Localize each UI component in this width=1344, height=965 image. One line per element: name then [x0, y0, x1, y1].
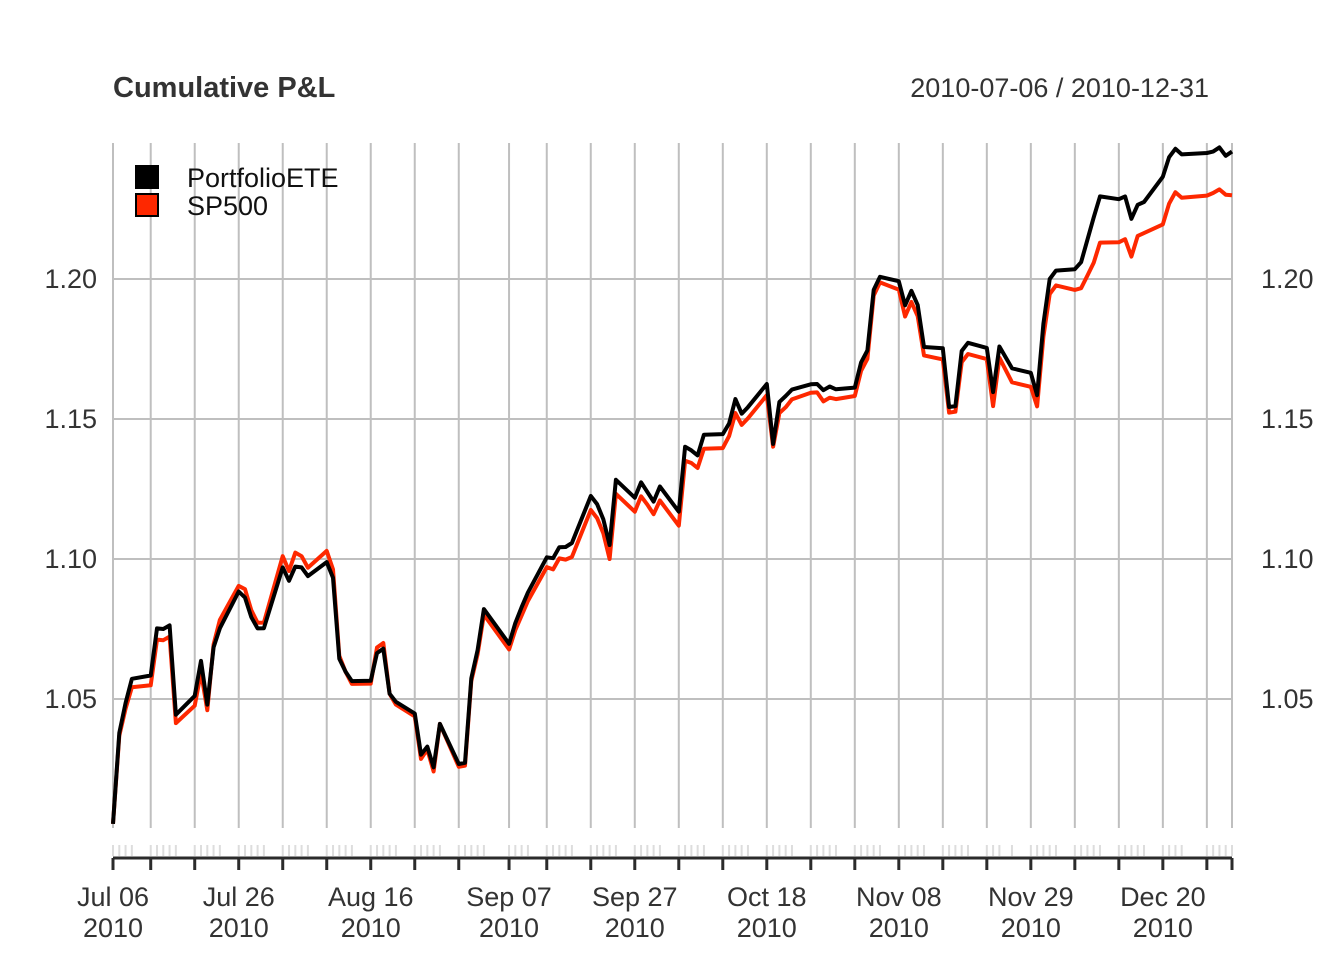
x-axis-label-year: 2010	[209, 913, 269, 943]
date-range-label: 2010-07-06 / 2010-12-31	[910, 73, 1209, 103]
y-axis-label-right: 1.15	[1261, 404, 1314, 434]
x-axis-major-ticks	[111, 858, 1234, 870]
y-axis-labels-left: 1.05 1.10 1.15 1.20	[44, 264, 97, 714]
x-axis-label: Aug 16	[328, 882, 414, 912]
legend-item-sp500: SP500	[135, 191, 268, 221]
x-axis-label: Jul 06	[77, 882, 149, 912]
legend-label-portfolioete: PortfolioETE	[187, 163, 339, 193]
legend-item-portfolioete: PortfolioETE	[135, 163, 339, 193]
x-axis-label-year: 2010	[479, 913, 539, 943]
x-axis-label: Nov 29	[988, 882, 1074, 912]
x-axis-label-year: 2010	[869, 913, 929, 943]
x-axis-label: Sep 07	[466, 882, 552, 912]
y-axis-label-right: 1.20	[1261, 264, 1314, 294]
x-axis-label: Nov 08	[856, 882, 942, 912]
legend-swatch-portfolioete-icon	[135, 165, 159, 189]
legend: PortfolioETE SP500	[135, 163, 339, 221]
y-axis-label-left: 1.05	[44, 684, 97, 714]
x-axis-label-year: 2010	[341, 913, 401, 943]
x-axis-label: Jul 26	[203, 882, 275, 912]
x-axis-label: Oct 18	[727, 882, 807, 912]
series-portfolioete-line	[111, 145, 1234, 825]
x-axis-minor-ticks	[112, 845, 1233, 856]
x-axis-label-year: 2010	[83, 913, 143, 943]
y-axis-label-right: 1.10	[1261, 544, 1314, 574]
x-axis-label-year: 2010	[1133, 913, 1193, 943]
legend-swatch-sp500-icon	[135, 193, 159, 217]
x-axis-label: Sep 27	[592, 882, 678, 912]
y-axis-label-left: 1.20	[44, 264, 97, 294]
y-axis-label-right: 1.05	[1261, 684, 1314, 714]
vertical-gridlines	[112, 143, 1233, 828]
y-axis-label-left: 1.15	[44, 404, 97, 434]
horizontal-gridlines	[113, 278, 1232, 700]
x-axis-label-year: 2010	[1001, 913, 1061, 943]
y-axis-label-left: 1.10	[44, 544, 97, 574]
x-axis-label: Dec 20	[1120, 882, 1206, 912]
x-axis-label-year: 2010	[605, 913, 665, 943]
x-axis-label-year: 2010	[737, 913, 797, 943]
legend-label-sp500: SP500	[187, 191, 268, 221]
series-sp500-line	[111, 187, 1233, 825]
chart-title: Cumulative P&L	[113, 72, 335, 104]
plot-area	[111, 145, 1234, 825]
y-axis-labels-right: 1.05 1.10 1.15 1.20	[1261, 264, 1314, 714]
